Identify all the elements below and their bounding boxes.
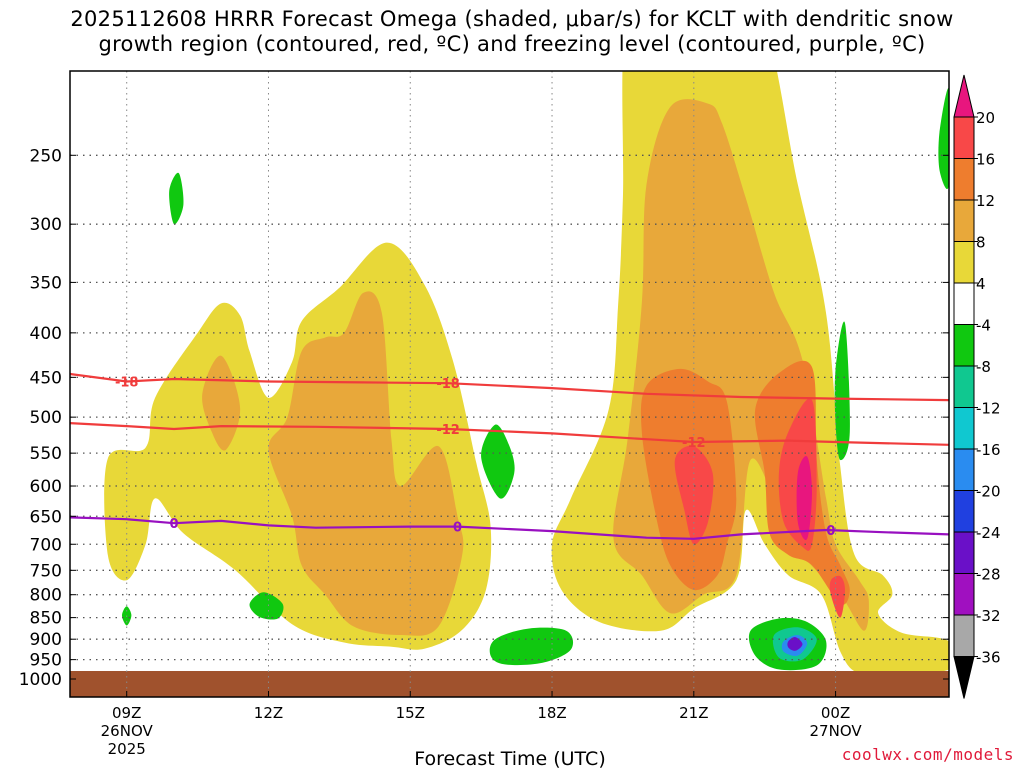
ytick-label-850: 850 [30, 609, 62, 629]
colorbar-swatch-7 [953, 365, 975, 408]
ytick-label-800: 800 [30, 586, 62, 606]
omega-region-10 [796, 455, 812, 541]
xtick-label-21Z: 21Z [679, 704, 708, 722]
omega-region-13 [834, 321, 850, 461]
ytick-label-750: 750 [30, 561, 62, 581]
colorbar-label-8: -16 [976, 441, 1001, 459]
contour-label-1-0: -12 [436, 423, 460, 438]
ytick-label-300: 300 [30, 215, 62, 235]
title-line-1: 2025112608 HRRR Forecast Omega (shaded, … [70, 7, 954, 31]
omega-region-14 [938, 88, 949, 190]
omega-region-12 [481, 424, 515, 499]
colorbar-label-5: -4 [976, 317, 991, 335]
ground-surface [70, 671, 949, 697]
colorbar-label-7: -12 [976, 400, 1001, 418]
colorbar-swatch-5 [953, 282, 975, 325]
omega-region-17 [489, 627, 574, 666]
ytick-label-350: 350 [30, 273, 62, 293]
colorbar-label-0: 20 [976, 109, 995, 127]
colorbar-label-12: -32 [976, 607, 1001, 625]
colorbar-bottom-arrow [953, 656, 975, 699]
contour-label-0-1: -18 [436, 377, 460, 392]
chart-title: 2025112608 HRRR Forecast Omega (shaded, … [0, 7, 1024, 57]
ytick-label-400: 400 [30, 324, 62, 344]
ytick-label-450: 450 [30, 368, 62, 388]
colorbar-label-11: -28 [976, 566, 1001, 584]
colorbar-swatch-2 [953, 158, 975, 201]
plot-area: -18 -18 -12 -12 0 0 0 [70, 71, 949, 697]
colorbar-label-6: -8 [976, 358, 991, 376]
omega-region-9 [829, 575, 845, 618]
xtick-label-00Z: 00Z [821, 704, 850, 722]
colorbar-label-2: 12 [976, 192, 995, 210]
colorbar-label-3: 8 [976, 234, 986, 252]
title-line-2: growth region (contoured, red, ºC) and f… [98, 32, 926, 56]
xtick-date-26NOV: 26NOV [101, 722, 154, 740]
x-axis-label: Forecast Time (UTC) [414, 748, 605, 768]
ytick-label-700: 700 [30, 535, 62, 555]
contour-label-0-0: -18 [115, 376, 139, 391]
xtick-label-15Z: 15Z [396, 704, 425, 722]
colorbar-label-1: 16 [976, 151, 995, 169]
ytick-label-950: 950 [30, 651, 62, 671]
contour-label-2-0: 0 [169, 517, 178, 532]
colorbar-swatch-1 [953, 116, 975, 159]
ytick-label-600: 600 [30, 477, 62, 497]
colorbar-swatch-13 [953, 614, 975, 657]
omega-region-21 [787, 637, 803, 651]
ytick-label-900: 900 [30, 630, 62, 650]
contour-label-2-2: 0 [826, 524, 835, 539]
ytick-label-650: 650 [30, 507, 62, 527]
plot-frame [69, 70, 950, 698]
ytick-label-250: 250 [30, 146, 62, 166]
contour-label-2-1: 0 [453, 521, 462, 536]
colorbar-swatch-8 [953, 407, 975, 450]
colorbar-swatch-6 [953, 324, 975, 367]
xtick-year-2025: 2025 [108, 740, 146, 758]
credit-text: coolwx.com/models [841, 745, 1014, 764]
colorbar-swatch-4 [953, 241, 975, 284]
colorbar-swatch-12 [953, 573, 975, 616]
ytick-label-500: 500 [30, 408, 62, 428]
omega-region-16 [249, 592, 284, 620]
xtick-label-18Z: 18Z [537, 704, 566, 722]
colorbar-swatch-9 [953, 448, 975, 491]
contour-line-0 [70, 372, 949, 402]
colorbar-label-13: -36 [976, 649, 1001, 667]
ytick-label-550: 550 [30, 444, 62, 464]
xtick-label-12Z: 12Z [254, 704, 283, 722]
contour-line-1 [70, 422, 949, 446]
colorbar-label-9: -20 [976, 483, 1001, 501]
colorbar-label-10: -24 [976, 524, 1001, 542]
colorbar-label-4: 4 [976, 275, 986, 293]
colorbar-swatch-10 [953, 490, 975, 533]
xtick-date-27NOV: 27NOV [810, 722, 863, 740]
xtick-label-09Z: 09Z [112, 704, 141, 722]
ytick-label-1000: 1000 [19, 670, 62, 690]
omega-region-11 [169, 172, 184, 225]
colorbar-swatch-3 [953, 199, 975, 242]
contour-line-2 [70, 516, 949, 540]
colorbar-top-arrow [953, 74, 975, 118]
contour-label-1-1: -12 [682, 436, 706, 451]
colorbar-swatch-11 [953, 531, 975, 574]
